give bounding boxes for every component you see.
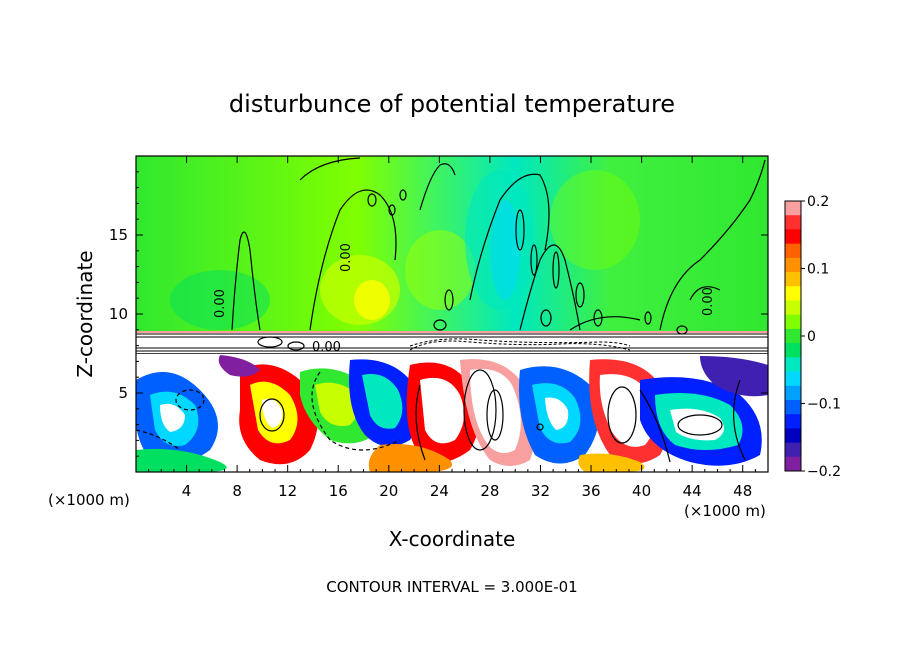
x-tick-label: 40: [632, 482, 651, 500]
colorbar-segment: [785, 201, 801, 216]
colorbar-segment: [785, 257, 801, 273]
x-tick-label: 24: [430, 482, 449, 500]
colorbar-segment: [785, 399, 801, 415]
colorbar-segment: [785, 314, 801, 330]
colorbar-tick-label: −0.2: [807, 464, 841, 480]
contour-label: 0.00: [312, 340, 341, 355]
colorbar: 0.2 0.1 0 −0.1 −0.2: [784, 194, 841, 480]
colorbar-segment: [785, 442, 801, 458]
contour-interval-note: CONTOUR INTERVAL = 3.000E-01: [326, 578, 577, 596]
x-tick-label: 32: [531, 482, 550, 500]
colorbar-tick-label: −0.1: [807, 397, 841, 413]
colorbar-segment: [785, 414, 801, 429]
contour-label: 0.00: [339, 243, 354, 272]
contour-label-group: 0.00 0.00 0.00 0.00: [213, 243, 716, 355]
contour-label: 0.00: [213, 289, 228, 318]
y-unit-label: (×1000 m): [48, 491, 130, 509]
y-tick-label: 5: [118, 384, 128, 402]
y-axis: 5 10 15: [109, 171, 768, 457]
heatmap-field: 0.00 0.00 0.00 0.00: [136, 156, 768, 472]
colorbar-segment: [785, 371, 801, 387]
lower-turbulence: [136, 355, 768, 472]
x-tick-label: 48: [733, 482, 752, 500]
colorbar-segment: [785, 428, 801, 444]
x-tick-label: 20: [379, 482, 398, 500]
y-tick-label: 10: [109, 305, 128, 323]
x-tick-label: 8: [232, 482, 242, 500]
x-tick-label: 36: [581, 482, 600, 500]
colorbar-segment: [785, 343, 801, 358]
x-tick-label: 28: [480, 482, 499, 500]
colorbar-tick-label: 0.1: [807, 262, 829, 278]
colorbar-segment: [785, 385, 801, 401]
colorbar-segment: [785, 456, 801, 472]
x-unit-label: (×1000 m): [684, 502, 766, 520]
x-tick-label: 44: [683, 482, 702, 500]
y-axis-title: Z-coordinate: [73, 250, 97, 377]
x-tick-label: 12: [278, 482, 297, 500]
colorbar-tick-label: 0.2: [807, 194, 829, 210]
colorbar-segment: [785, 328, 801, 344]
x-axis: 4 8 12 16 20 24 28 32 36 40 44 48: [148, 156, 756, 500]
colorbar-segment: [785, 300, 801, 316]
x-axis-title: X-coordinate: [389, 527, 516, 551]
colorbar-segment: [785, 272, 801, 287]
colorbar-segment: [785, 243, 801, 259]
y-tick-label: 15: [109, 226, 128, 244]
contour-label: 0.00: [701, 287, 716, 316]
colorbar-segment: [785, 286, 801, 301]
chart-title: disturbunce of potential temperature: [229, 90, 675, 118]
x-tick-label: 16: [329, 482, 348, 500]
x-tick-label: 4: [182, 482, 192, 500]
colorbar-segment: [785, 229, 801, 245]
colorbar-segment: [785, 357, 801, 373]
colorbar-segment: [785, 215, 801, 230]
contour-lines: [136, 157, 766, 463]
colorbar-tick-label: 0: [807, 329, 816, 345]
